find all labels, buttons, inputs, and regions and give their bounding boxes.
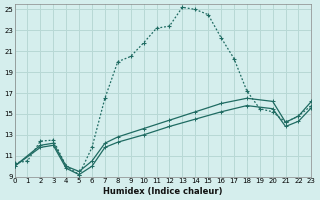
- X-axis label: Humidex (Indice chaleur): Humidex (Indice chaleur): [103, 187, 223, 196]
